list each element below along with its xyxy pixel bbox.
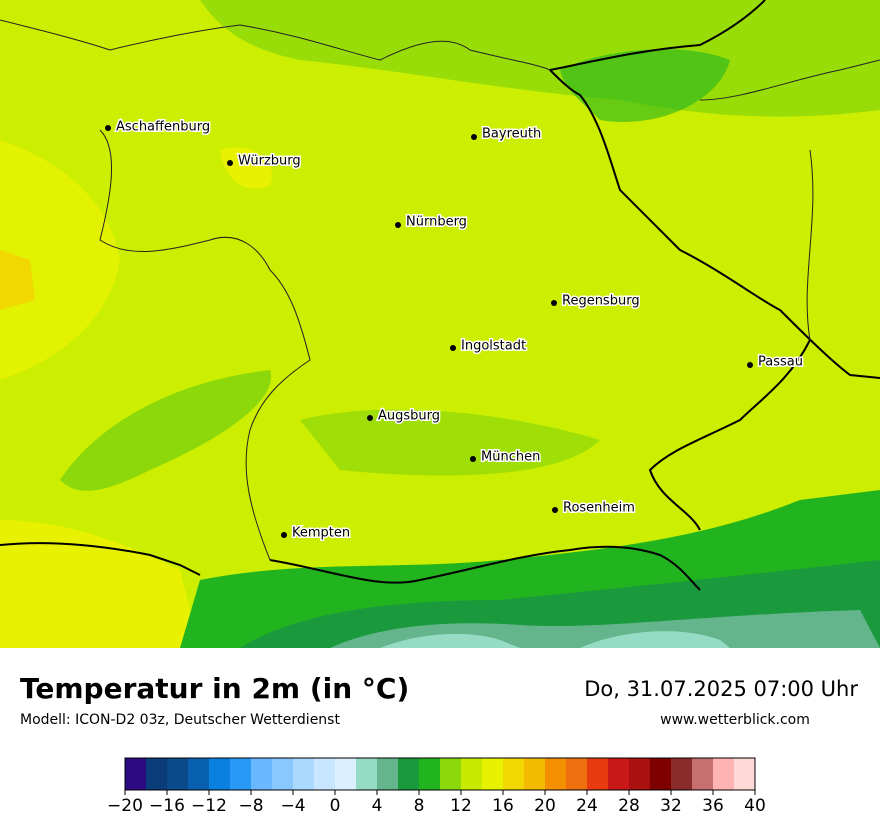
colorbar-segment — [671, 758, 693, 790]
region-border — [0, 19, 880, 561]
colorbar: −20 −16 −12 −8 −4 0 4 8 12 16 20 24 28 32 36 40 — [107, 757, 766, 816]
colorbar-segment — [650, 758, 672, 790]
colorbar-segment — [209, 758, 231, 790]
border — [0, 542, 201, 576]
colorbar-segment — [335, 758, 357, 790]
city-label: Rosenheim — [563, 501, 635, 516]
city-label: Kempten — [292, 526, 350, 541]
alps — [380, 631, 730, 648]
colorbar-tick-label: −12 — [191, 796, 227, 816]
colorbar-segment — [440, 758, 462, 790]
datetime: Do, 31.07.2025 07:00 Uhr — [584, 677, 858, 701]
warm-area — [0, 140, 120, 380]
colorbar-segment — [188, 758, 210, 790]
colorbar-tick-label: −20 — [107, 796, 143, 816]
colorbar-segment — [251, 758, 273, 790]
colorbar-segment — [566, 758, 588, 790]
city-label: Regensburg — [562, 294, 640, 309]
colorbar-segment — [461, 758, 483, 790]
colorbar-segment — [608, 758, 630, 790]
city-label: Aschaffenburg — [116, 120, 210, 135]
colorbar-segment — [125, 758, 147, 790]
colorbar-segment — [734, 758, 756, 790]
city-dot — [367, 415, 373, 421]
colorbar-segment — [356, 758, 378, 790]
subtitle: Modell: ICON-D2 03z, Deutscher Wetterdie… — [20, 712, 340, 728]
border — [549, 69, 880, 379]
city-dot — [470, 456, 476, 462]
cool-area — [60, 370, 272, 491]
warm-area — [0, 250, 35, 310]
colorbar-segment — [398, 758, 420, 790]
border — [269, 545, 701, 591]
website: www.wetterblick.com — [660, 712, 810, 728]
city-label: Ingolstadt — [461, 339, 526, 354]
city-dot — [227, 160, 233, 166]
colorbar-tick-label: 40 — [744, 796, 766, 816]
colorbar-segment — [629, 758, 651, 790]
city-dot — [471, 134, 477, 140]
colorbar-tick-label: 36 — [702, 796, 724, 816]
colorbar-tick-label: 0 — [330, 796, 341, 816]
colorbar-tick-label: 32 — [660, 796, 682, 816]
city-label: Würzburg — [238, 154, 301, 169]
city-label: Nürnberg — [406, 215, 467, 230]
city-label: Augsburg — [378, 409, 440, 424]
colorbar-segment — [692, 758, 714, 790]
border — [549, 0, 766, 71]
city-dot — [281, 532, 287, 538]
colorbar-segment — [713, 758, 735, 790]
colorbar-tick-label: 8 — [414, 796, 425, 816]
colorbar-tick-label: −4 — [280, 796, 305, 816]
city-dot — [552, 507, 558, 513]
city-markers: Aschaffenburg Würzburg Bayreuth Nürnberg… — [105, 118, 804, 542]
warm-area — [220, 147, 272, 189]
warm-area — [0, 520, 200, 648]
border — [648, 339, 811, 531]
colorbar-segment — [377, 758, 399, 790]
colorbar-segment — [146, 758, 168, 790]
colorbar-tick-label: 24 — [576, 796, 598, 816]
colorbar-frame — [124, 757, 756, 791]
colorbar-segment — [272, 758, 294, 790]
city-dot — [551, 300, 557, 306]
colorbar-tick-label: 16 — [492, 796, 514, 816]
city-label: Bayreuth — [482, 127, 541, 142]
city-dot — [747, 362, 753, 368]
colorbar-tick-label: 28 — [618, 796, 640, 816]
colorbar-tick-label: −16 — [149, 796, 185, 816]
colorbar-segment — [482, 758, 504, 790]
colorbar-segment — [503, 758, 525, 790]
title: Temperatur in 2m (in °C) — [20, 672, 409, 705]
colorbar-tick-label: 12 — [450, 796, 472, 816]
colorbar-segment — [314, 758, 336, 790]
colorbar-segment — [293, 758, 315, 790]
colorbar-segment — [230, 758, 252, 790]
city-label: Passau — [758, 355, 803, 370]
colorbar-segment — [545, 758, 567, 790]
cool-area — [300, 409, 600, 476]
colorbar-segment — [587, 758, 609, 790]
cool-area — [560, 49, 730, 122]
city-dot — [395, 222, 401, 228]
colorbar-tick-label: 20 — [534, 796, 556, 816]
colorbar-tick-label: 4 — [372, 796, 383, 816]
colorbar-segment — [167, 758, 189, 790]
colorbar-segment — [419, 758, 441, 790]
city-dot — [450, 345, 456, 351]
city-dot — [105, 125, 111, 131]
city-label: München — [481, 450, 540, 465]
colorbar-tick-label: −8 — [238, 796, 263, 816]
colorbar-segment — [524, 758, 546, 790]
map-area — [0, 0, 880, 648]
